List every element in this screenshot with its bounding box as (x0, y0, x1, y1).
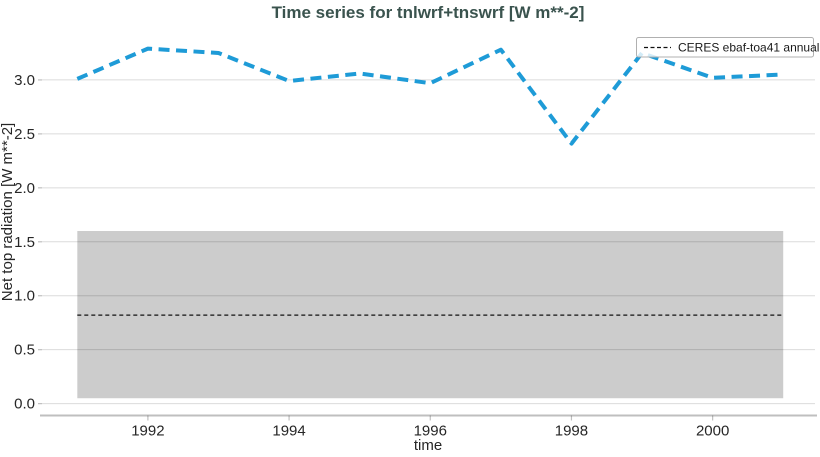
y-axis-label: Net top radiation [W m**-2] (0, 123, 16, 301)
y-tick-label: 0.5 (14, 342, 35, 359)
legend-box (636, 37, 814, 58)
series-line (76, 46, 784, 146)
plot-area: 1992 1994 1996 1998 2000 0.0 0.5 1.0 1.5 2.0 2.5 3.… (14, 46, 817, 440)
y-tick-label: 3.0 (14, 72, 35, 89)
x-axis-label: time (414, 437, 442, 454)
chart-title: Time series for tnlwrf+tnswrf [W m**-2] (272, 3, 585, 22)
y-tick-label: 2.0 (14, 180, 35, 197)
y-tick-label: 0.0 (14, 396, 35, 413)
x-tick-label: 1996 (414, 423, 447, 440)
y-tick-label: 2.5 (14, 126, 35, 143)
x-tick-label: 1992 (131, 423, 164, 440)
y-tick-label: 1.0 (14, 288, 35, 305)
y-tick-label: 1.5 (14, 234, 35, 251)
x-tick-label: 2000 (696, 423, 729, 440)
legend-label: CERES ebaf-toa41 annual (678, 41, 819, 55)
x-tick-label: 1994 (272, 423, 305, 440)
legend: CERES ebaf-toa41 annual (636, 37, 819, 58)
x-tick-label: 1998 (555, 423, 588, 440)
